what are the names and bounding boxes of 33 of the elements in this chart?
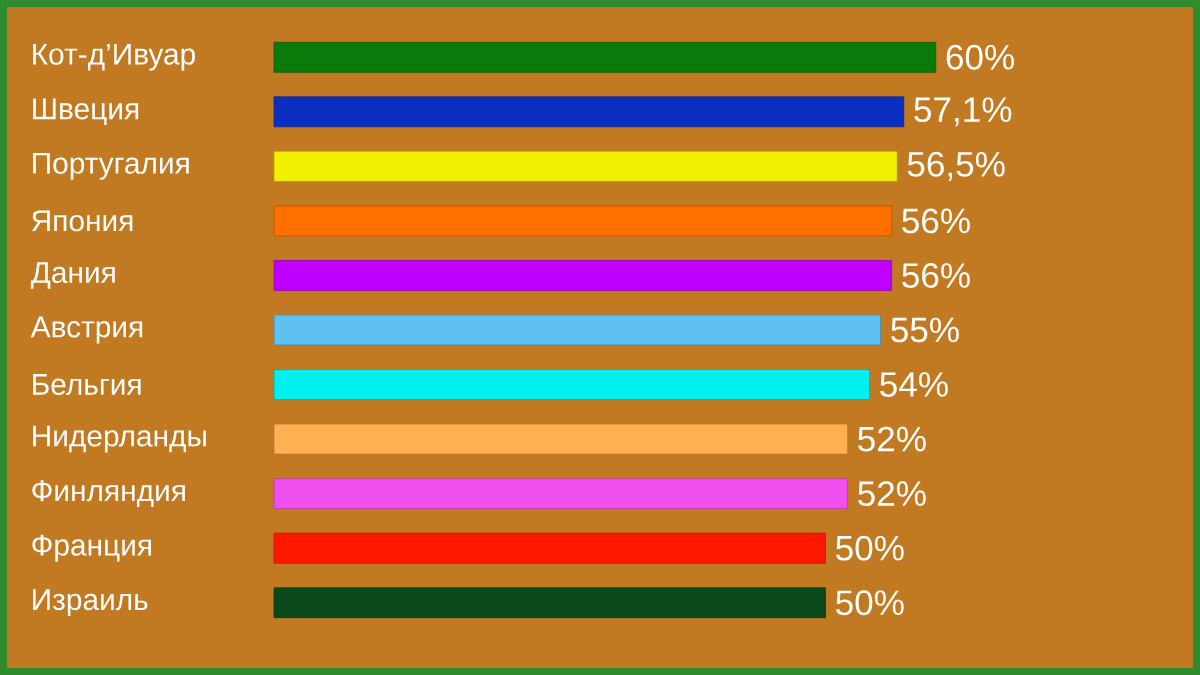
data-label: 56% [902,208,970,234]
bar [273,96,905,128]
y-tick-label: Бельгия [33,374,141,395]
bar [273,260,892,291]
data-label: 56,5% [907,151,1005,181]
y-tick-label: Франция [32,534,151,562]
bar [273,205,892,237]
data-label: 54% [880,372,948,397]
bar [273,41,937,73]
data-label: 56% [902,263,970,288]
y-tick-label: Австрия [30,316,143,344]
bar [273,532,826,564]
y-tick-label: Финляндия [32,480,185,507]
bar [273,314,881,346]
bar [273,587,826,619]
y-tick-label: Португалия [33,152,189,180]
data-label: 52% [858,426,926,452]
bar [273,423,848,455]
data-label: 60% [946,44,1014,70]
y-tick-label: Кот-д’Ивуар [33,43,195,71]
data-label: 50% [836,590,904,616]
data-label: 52% [858,481,926,507]
data-label: 50% [836,535,904,561]
bar [273,369,870,400]
y-tick-label: Япония [32,210,133,232]
data-label: 55% [891,317,959,343]
y-tick-label: Нидерланды [33,425,206,453]
y-tick-label: Израиль [33,589,148,617]
y-tick-label: Швеция [33,98,139,126]
data-label: 57,1% [914,97,1012,127]
y-tick-label: Дания [30,262,115,289]
bar [273,478,848,509]
bar [273,151,898,182]
